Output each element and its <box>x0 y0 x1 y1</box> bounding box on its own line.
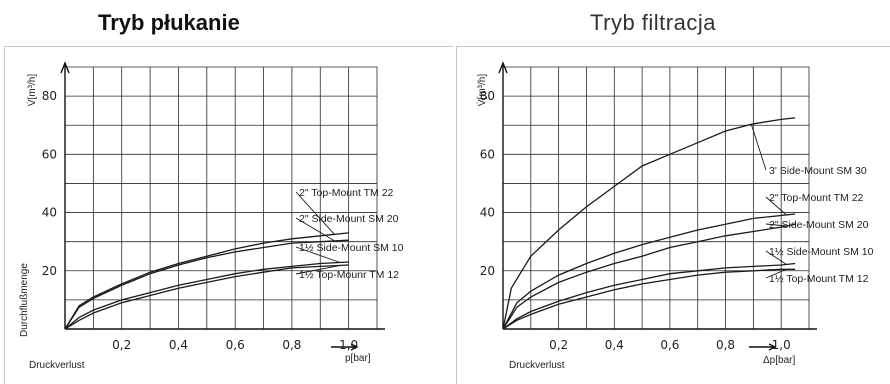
y-tick-label: 20 <box>480 264 495 278</box>
y-tick-label: 40 <box>42 206 57 220</box>
x-axis-unit-label: Δp[bar] <box>763 355 795 366</box>
legend-leader-line <box>750 124 767 171</box>
series-line <box>502 262 796 330</box>
y-tick-label: 80 <box>480 89 495 103</box>
series-line <box>64 232 349 330</box>
legend-leader-line <box>295 217 335 242</box>
x-axis-title: Druckverlust <box>509 360 565 371</box>
y-tick-label: 80 <box>42 89 57 103</box>
legend-label: 1½ Top-Mounr TM 12 <box>299 269 399 281</box>
y-axis-unit-label: V̇[m³/h] <box>25 74 38 106</box>
series-line <box>64 264 349 330</box>
x-tick-label: 1,0 <box>772 338 791 352</box>
legend-label: 1½ Side-Mount SM 10 <box>769 246 874 258</box>
x-tick-label: 0,8 <box>282 338 301 352</box>
y-axis-unit-label: V̇[m³/h] <box>475 74 488 106</box>
legend-label: 2" Top-Mount TM 22 <box>769 192 864 204</box>
legend-label: 3' Side-Mount SM 30 <box>769 165 867 177</box>
series-line <box>502 268 796 330</box>
chart-panel-right: 0,2 0,4 0,6 0,8 1,0 20 40 60 80 V̇[m³/h] Δp[bar] Dr… <box>456 46 890 384</box>
series-line <box>64 261 349 330</box>
legend-leader-line <box>765 268 787 279</box>
legend-leader-line <box>295 264 341 275</box>
x-tick-label: 0,8 <box>716 338 735 352</box>
title-left: Tryb płukanie <box>98 10 240 35</box>
legend-leader-line <box>765 223 787 227</box>
legend-label: 1½ Top-Mount TM 12 <box>769 273 869 285</box>
series-line <box>502 117 796 330</box>
series-line <box>502 213 796 330</box>
legend-label: 2" Side-Mount SM 20 <box>769 219 869 231</box>
x-axis-unit-label: p[bar] <box>345 353 371 364</box>
legend-label: 1½ Side-Mount SM 10 <box>299 242 404 254</box>
x-axis-title: Druckverlust <box>29 360 85 371</box>
chart-panel-left: 0,2 0,4 0,6 0,8 1,0 20 40 60 80 V̇[m³/h] p[bar] Dru… <box>4 46 453 384</box>
y-axis-arrow <box>60 61 70 74</box>
legend-label: 2" Top-Mount TM 22 <box>299 187 394 199</box>
x-tick-label: 0,6 <box>226 338 245 352</box>
x-tick-label: 0,2 <box>549 338 568 352</box>
legend-leader-line <box>295 191 335 235</box>
chart-left: 0,2 0,4 0,6 0,8 1,0 20 40 60 80 V̇[m³/h] p[bar] Dru… <box>19 61 404 371</box>
y-axis-title: Durchflußmenge <box>19 263 30 337</box>
chart-right: 0,2 0,4 0,6 0,8 1,0 20 40 60 80V̇[m³/h] Δp[bar] Dr… <box>475 61 874 371</box>
title-right: Tryb filtracja <box>590 10 716 35</box>
y-axis-arrow <box>498 61 508 74</box>
legend-leader-line <box>295 246 341 263</box>
x-tick-label: 0,2 <box>112 338 131 352</box>
y-tick-label: 60 <box>480 147 495 161</box>
y-tick-label: 40 <box>480 206 495 220</box>
x-tick-label: 0,4 <box>605 338 624 352</box>
x-axis-arrow <box>749 343 777 351</box>
x-tick-label: 1,0 <box>339 338 358 352</box>
x-tick-label: 0,6 <box>660 338 679 352</box>
x-axis-arrow <box>331 343 359 351</box>
legend-leader-line <box>765 196 787 216</box>
y-tick-label: 20 <box>42 264 57 278</box>
series-line <box>502 223 796 330</box>
legend-leader-line <box>765 250 787 265</box>
x-tick-label: 0,4 <box>169 338 188 352</box>
legend-label: 2" Side-Mount SM 20 <box>299 213 399 225</box>
series-line <box>64 239 349 330</box>
grid-lines <box>503 66 810 329</box>
y-tick-label: 60 <box>42 147 57 161</box>
